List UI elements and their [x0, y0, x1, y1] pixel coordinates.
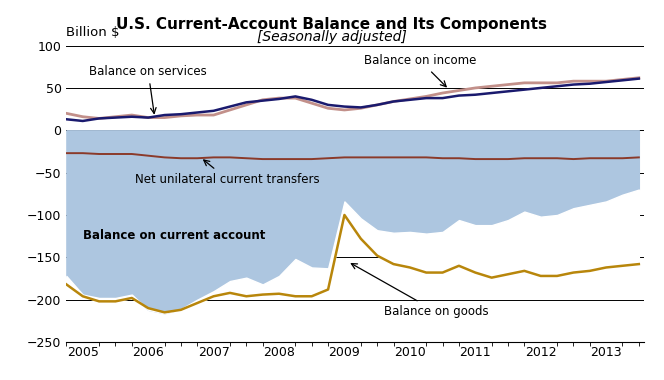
Text: Net unilateral current transfers: Net unilateral current transfers: [135, 160, 320, 186]
Text: U.S. Current-Account Balance and Its Components: U.S. Current-Account Balance and Its Com…: [116, 17, 548, 32]
Text: Balance on current account: Balance on current account: [83, 229, 265, 242]
Text: Billion $: Billion $: [66, 26, 120, 39]
Text: Balance on services: Balance on services: [89, 65, 207, 114]
Text: Balance on goods: Balance on goods: [351, 264, 488, 318]
Text: Balance on income: Balance on income: [364, 54, 477, 87]
Text: [Seasonally adjusted]: [Seasonally adjusted]: [257, 30, 407, 44]
